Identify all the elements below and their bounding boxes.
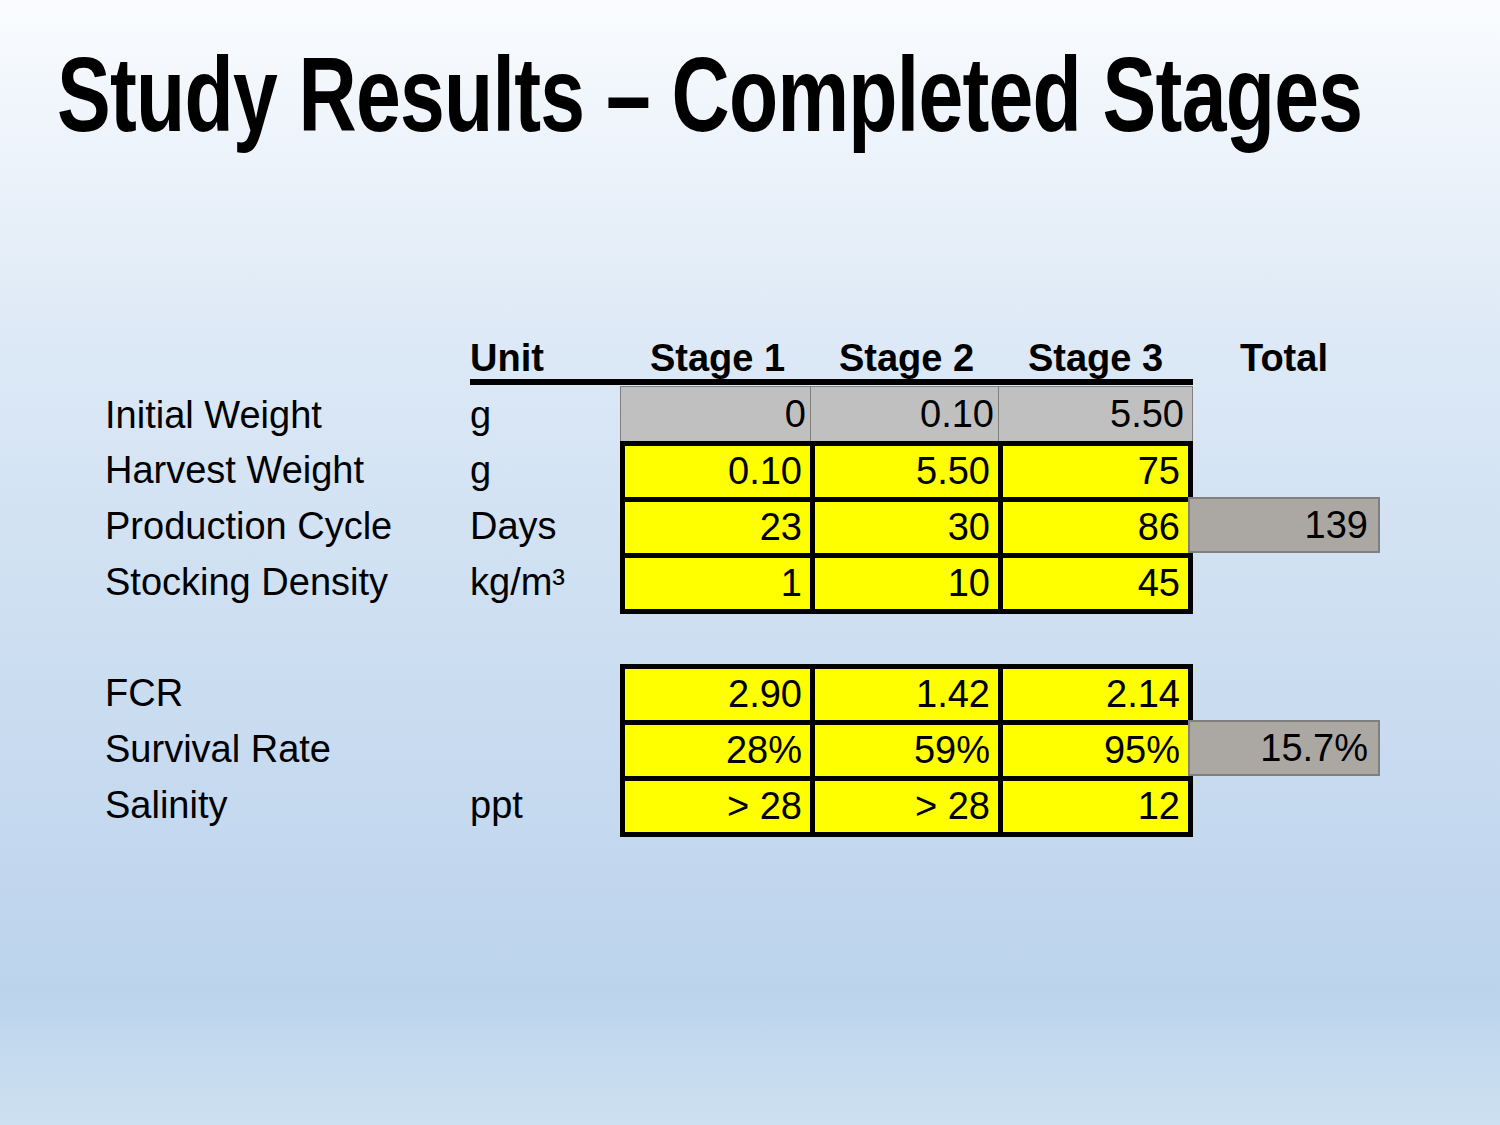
header-underline	[470, 379, 1193, 385]
stage-1-cell: 0.10	[620, 441, 815, 502]
stage-2-cell: > 28	[810, 776, 1003, 837]
column-header-unit: Unit	[470, 334, 544, 382]
stage-2-cell: 0.10	[810, 386, 1003, 442]
stage-2-cell: 10	[810, 553, 1003, 614]
row-unit: g	[470, 449, 491, 493]
row-label: Stocking Density	[105, 561, 388, 605]
row-label: Initial Weight	[105, 394, 322, 438]
slide-title: Study Results – Completed Stages	[57, 34, 1362, 155]
row-unit: Days	[470, 505, 557, 549]
column-header-stage-3: Stage 3	[998, 334, 1193, 382]
stage-3-cell: 12	[998, 776, 1193, 837]
row-label: Production Cycle	[105, 505, 392, 549]
stage-3-cell: 75	[998, 441, 1193, 502]
row-unit: kg/m³	[470, 561, 565, 605]
stage-1-cell: 1	[620, 553, 815, 614]
total-cell: 15.7%	[1188, 720, 1380, 776]
stage-3-cell: 45	[998, 553, 1193, 614]
stage-3-cell: 2.14	[998, 664, 1193, 725]
stage-1-cell: 0	[620, 386, 815, 442]
stage-1-cell: 28%	[620, 720, 815, 781]
row-label: Salinity	[105, 784, 228, 828]
column-header-stage-1: Stage 1	[620, 334, 815, 382]
stage-3-cell: 5.50	[998, 386, 1193, 442]
row-label: Survival Rate	[105, 728, 331, 772]
stage-2-cell: 1.42	[810, 664, 1003, 725]
stage-1-cell: 2.90	[620, 664, 815, 725]
row-label: FCR	[105, 672, 183, 716]
stage-2-cell: 59%	[810, 720, 1003, 781]
stage-2-cell: 30	[810, 497, 1003, 558]
stage-1-cell: > 28	[620, 776, 815, 837]
column-header-total: Total	[1188, 334, 1380, 382]
stage-3-cell: 86	[998, 497, 1193, 558]
row-label: Harvest Weight	[105, 449, 364, 493]
stage-1-cell: 23	[620, 497, 815, 558]
row-unit: g	[470, 394, 491, 438]
total-cell: 139	[1188, 497, 1380, 553]
stage-3-cell: 95%	[998, 720, 1193, 781]
row-unit: ppt	[470, 784, 523, 828]
slide: Study Results – Completed Stages Unit St…	[0, 0, 1500, 1125]
stage-2-cell: 5.50	[810, 441, 1003, 502]
column-header-stage-2: Stage 2	[810, 334, 1003, 382]
